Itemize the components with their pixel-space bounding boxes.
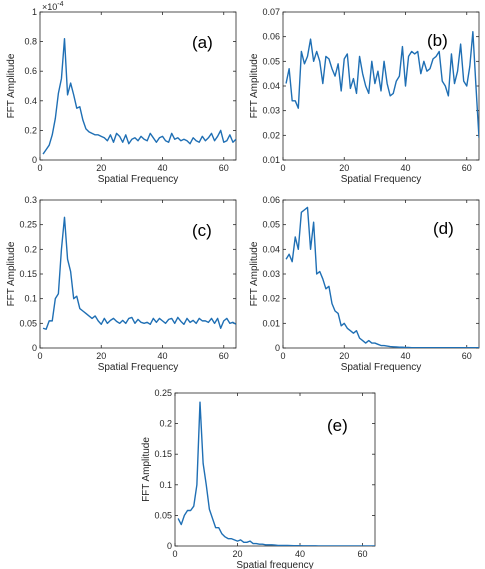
y-tick-label: 0.07: [262, 7, 280, 17]
x-axis-label: Spatial frequency: [236, 560, 313, 569]
x-tick-label: 60: [219, 163, 229, 173]
x-axis-label: Spatial Frequency: [341, 362, 422, 373]
y-tick-label: 0.03: [262, 269, 280, 279]
y-tick-label: 0.2: [159, 419, 172, 429]
x-tick-label: 60: [462, 351, 472, 361]
panel-label: (a): [192, 33, 213, 52]
x-tick-label: 40: [295, 549, 305, 559]
y-tick-label: 0: [167, 541, 172, 551]
x-axis-label: Spatial Frequency: [98, 362, 179, 373]
y-tick-label: 1: [32, 7, 37, 17]
y-tick-label: 0.25: [154, 388, 172, 398]
x-tick-label: 20: [339, 163, 349, 173]
y-tick-label: 0.4: [24, 96, 37, 106]
y-axis-label: FFT Amplitude: [141, 437, 152, 502]
x-tick-label: 40: [400, 351, 410, 361]
y-tick-label: 0.06: [262, 195, 280, 205]
y-tick-label: 0: [32, 155, 37, 165]
y-tick-label: 0.05: [19, 318, 37, 328]
panel-e: 0 20 40 60 0 0.05 0.1 0.15 0.2 0.25 Spatial freque…: [141, 388, 376, 569]
axes-frame: [39, 11, 237, 161]
x-tick-label: 40: [400, 163, 410, 173]
x-tick-label: 60: [357, 549, 367, 559]
y-tick-label: 0.06: [262, 32, 280, 42]
panel-label: (e): [327, 416, 348, 435]
y-tick-label: 0.02: [262, 294, 280, 304]
series-line: [42, 37, 236, 155]
y-axis-label: FFT Amplitude: [6, 53, 17, 118]
panel-label: (b): [427, 31, 448, 50]
y-tick-label: 0.03: [262, 106, 280, 116]
x-tick-label: 20: [232, 549, 242, 559]
panel-b: 0 20 40 60 0.01 0.02 0.03 0.04 0.05 0.06 0.07 Spati…: [249, 7, 480, 185]
y-tick-label: 0.15: [154, 449, 172, 459]
y-tick-label: 0.25: [19, 220, 37, 230]
panel-d: 0 20 40 60 0 0.01 0.02 0.03 0.04 0.05 0.06 Spatial …: [249, 195, 480, 373]
y-tick-label: 0.3: [24, 195, 37, 205]
x-tick-label: 0: [37, 163, 42, 173]
x-tick-label: 20: [339, 351, 349, 361]
x-tick-label: 40: [157, 163, 167, 173]
panel-c: 0 20 40 60 0 0.05 0.1 0.15 0.2 0.25 0.3 Spatial Fre…: [6, 195, 237, 373]
y-tick-label: 0.01: [262, 318, 280, 328]
y-tick-label: 0.15: [19, 269, 37, 279]
y-tick-label: 0.6: [24, 66, 37, 76]
axis-exponent-power: -4: [57, 1, 63, 8]
y-tick-label: 0.02: [262, 130, 280, 140]
y-tick-label: 0.2: [24, 244, 37, 254]
y-tick-label: 0: [32, 343, 37, 353]
x-axis-label: Spatial Frequency: [98, 174, 179, 185]
y-tick-label: 0.05: [262, 56, 280, 66]
x-tick-label: 0: [280, 351, 285, 361]
series-line: [42, 216, 236, 330]
y-axis-label: FFT Amplitude: [6, 241, 17, 306]
y-tick-label: 0.04: [262, 244, 280, 254]
x-tick-label: 60: [462, 163, 472, 173]
series-line: [177, 401, 375, 546]
x-tick-label: 0: [280, 163, 285, 173]
y-tick-label: 0.8: [24, 37, 37, 47]
x-tick-label: 20: [96, 351, 106, 361]
axis-exponent: ×10-4: [42, 1, 64, 12]
panel-a: 0 20 40 60 0 0.2 0.4 0.6 0.8 1 ×10-4 Spatial Freque…: [6, 1, 237, 185]
panel-label: (c): [192, 221, 212, 240]
x-tick-label: 40: [157, 351, 167, 361]
y-axis-label: FFT Amplitude: [249, 53, 260, 118]
y-tick-label: 0.01: [262, 155, 280, 165]
y-axis-label: FFT Amplitude: [249, 241, 260, 306]
series-line: [285, 206, 479, 348]
y-tick-label: 0.1: [24, 294, 37, 304]
x-tick-label: 20: [96, 163, 106, 173]
x-tick-label: 0: [172, 549, 177, 559]
axes-frame: [174, 392, 376, 547]
y-tick-label: 0.05: [262, 220, 280, 230]
y-tick-label: 0.05: [154, 510, 172, 520]
y-tick-label: 0: [275, 343, 280, 353]
x-tick-label: 0: [37, 351, 42, 361]
y-tick-label: 0.2: [24, 125, 37, 135]
x-tick-label: 60: [219, 351, 229, 361]
panel-label: (d): [433, 219, 454, 238]
x-axis-label: Spatial Frequency: [341, 174, 422, 185]
series-line: [285, 31, 479, 138]
y-tick-label: 0.04: [262, 81, 280, 91]
y-tick-label: 0.1: [159, 480, 172, 490]
